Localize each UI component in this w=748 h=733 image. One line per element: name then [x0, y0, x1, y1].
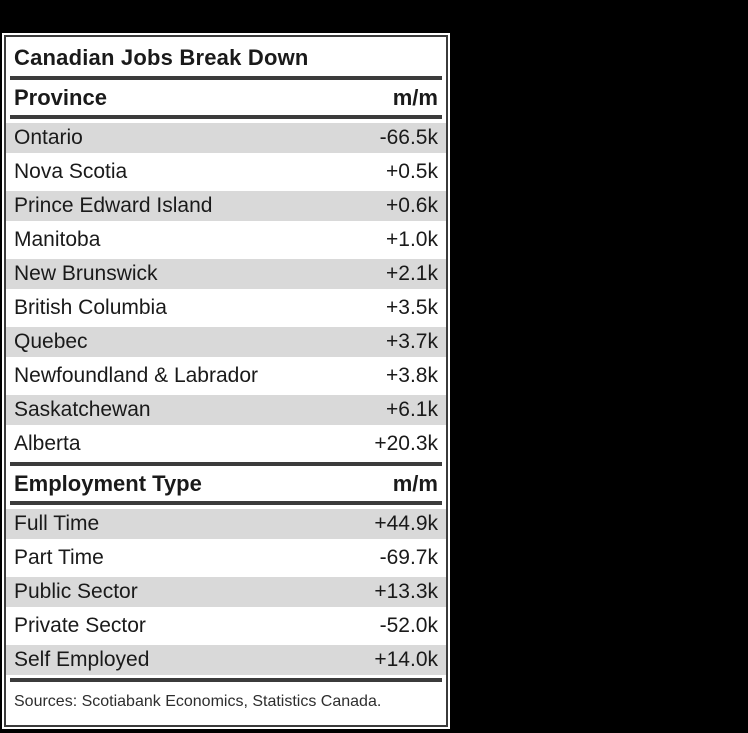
title-divider	[10, 76, 442, 80]
table-row: New Brunswick +2.1k	[6, 259, 446, 289]
row-label: Ontario	[14, 126, 83, 149]
table-row: Full Time +44.9k	[6, 509, 446, 539]
jobs-table-panel: Canadian Jobs Break Down Province m/m Onta…	[2, 33, 450, 729]
table-title: Canadian Jobs Break Down	[14, 45, 309, 70]
column-header-unit: m/m	[392, 85, 438, 110]
table-row: British Columbia +3.5k	[6, 293, 446, 323]
row-label: Part Time	[14, 546, 104, 569]
row-value: +2.1k	[386, 262, 438, 285]
table-row: Alberta +20.3k	[6, 429, 446, 459]
section-rows: Full Time +44.9k Part Time -69.7k Public Sec…	[6, 509, 446, 678]
section-rows: Ontario -66.5k Nova Scotia +0.5k Prince Edwa…	[6, 123, 446, 462]
header-divider	[10, 501, 442, 505]
column-header-label: Province	[14, 85, 107, 110]
table-row: Public Sector +13.3k	[6, 577, 446, 607]
table-row: Newfoundland & Labrador +3.8k	[6, 361, 446, 391]
row-value: +6.1k	[386, 398, 438, 421]
row-value: -52.0k	[379, 614, 438, 637]
row-label: Self Employed	[14, 648, 150, 671]
row-value: +3.8k	[386, 364, 438, 387]
table-row: Private Sector -52.0k	[6, 611, 446, 641]
section-divider	[10, 462, 442, 466]
row-label: Newfoundland & Labrador	[14, 364, 259, 387]
row-value: +14.0k	[374, 648, 438, 671]
row-label: Private Sector	[14, 614, 146, 637]
row-label: Nova Scotia	[14, 160, 128, 183]
row-label: British Columbia	[14, 296, 167, 319]
row-value: +13.3k	[374, 580, 438, 603]
row-label: Saskatchewan	[14, 398, 151, 421]
table-sections: Province m/m Ontario -66.5k Nova Scotia +0.5k…	[6, 80, 446, 682]
table-row: Saskatchewan +6.1k	[6, 395, 446, 425]
row-label: Alberta	[14, 432, 81, 455]
row-value: +20.3k	[374, 432, 438, 455]
row-value: +1.0k	[386, 228, 438, 251]
column-header-unit: m/m	[392, 471, 438, 496]
table-row: Ontario -66.5k	[6, 123, 446, 153]
table-row: Manitoba +1.0k	[6, 225, 446, 255]
table-row: Quebec +3.7k	[6, 327, 446, 357]
section-header: Province m/m	[6, 80, 446, 115]
row-value: +3.5k	[386, 296, 438, 319]
row-label: Full Time	[14, 512, 100, 535]
source-note: Sources: Scotiabank Economics, Statistic…	[14, 693, 382, 710]
row-label: New Brunswick	[14, 262, 158, 285]
table-row: Self Employed +14.0k	[6, 645, 446, 675]
row-value: +3.7k	[386, 330, 438, 353]
header-divider	[10, 115, 442, 119]
column-header-label: Employment Type	[14, 471, 202, 496]
row-label: Quebec	[14, 330, 88, 353]
row-value: +0.5k	[386, 160, 438, 183]
row-label: Prince Edward Island	[14, 194, 213, 217]
row-value: +44.9k	[374, 512, 438, 535]
section-divider	[10, 678, 442, 682]
table-row: Part Time -69.7k	[6, 543, 446, 573]
table-row: Nova Scotia +0.5k	[6, 157, 446, 187]
row-value: +0.6k	[386, 194, 438, 217]
row-label: Manitoba	[14, 228, 101, 251]
row-value: -66.5k	[379, 126, 438, 149]
row-label: Public Sector	[14, 580, 138, 603]
jobs-table-frame: Canadian Jobs Break Down Province m/m Onta…	[4, 35, 448, 727]
table-row: Prince Edward Island +0.6k	[6, 191, 446, 221]
row-value: -69.7k	[379, 546, 438, 569]
section-header: Employment Type m/m	[6, 466, 446, 501]
